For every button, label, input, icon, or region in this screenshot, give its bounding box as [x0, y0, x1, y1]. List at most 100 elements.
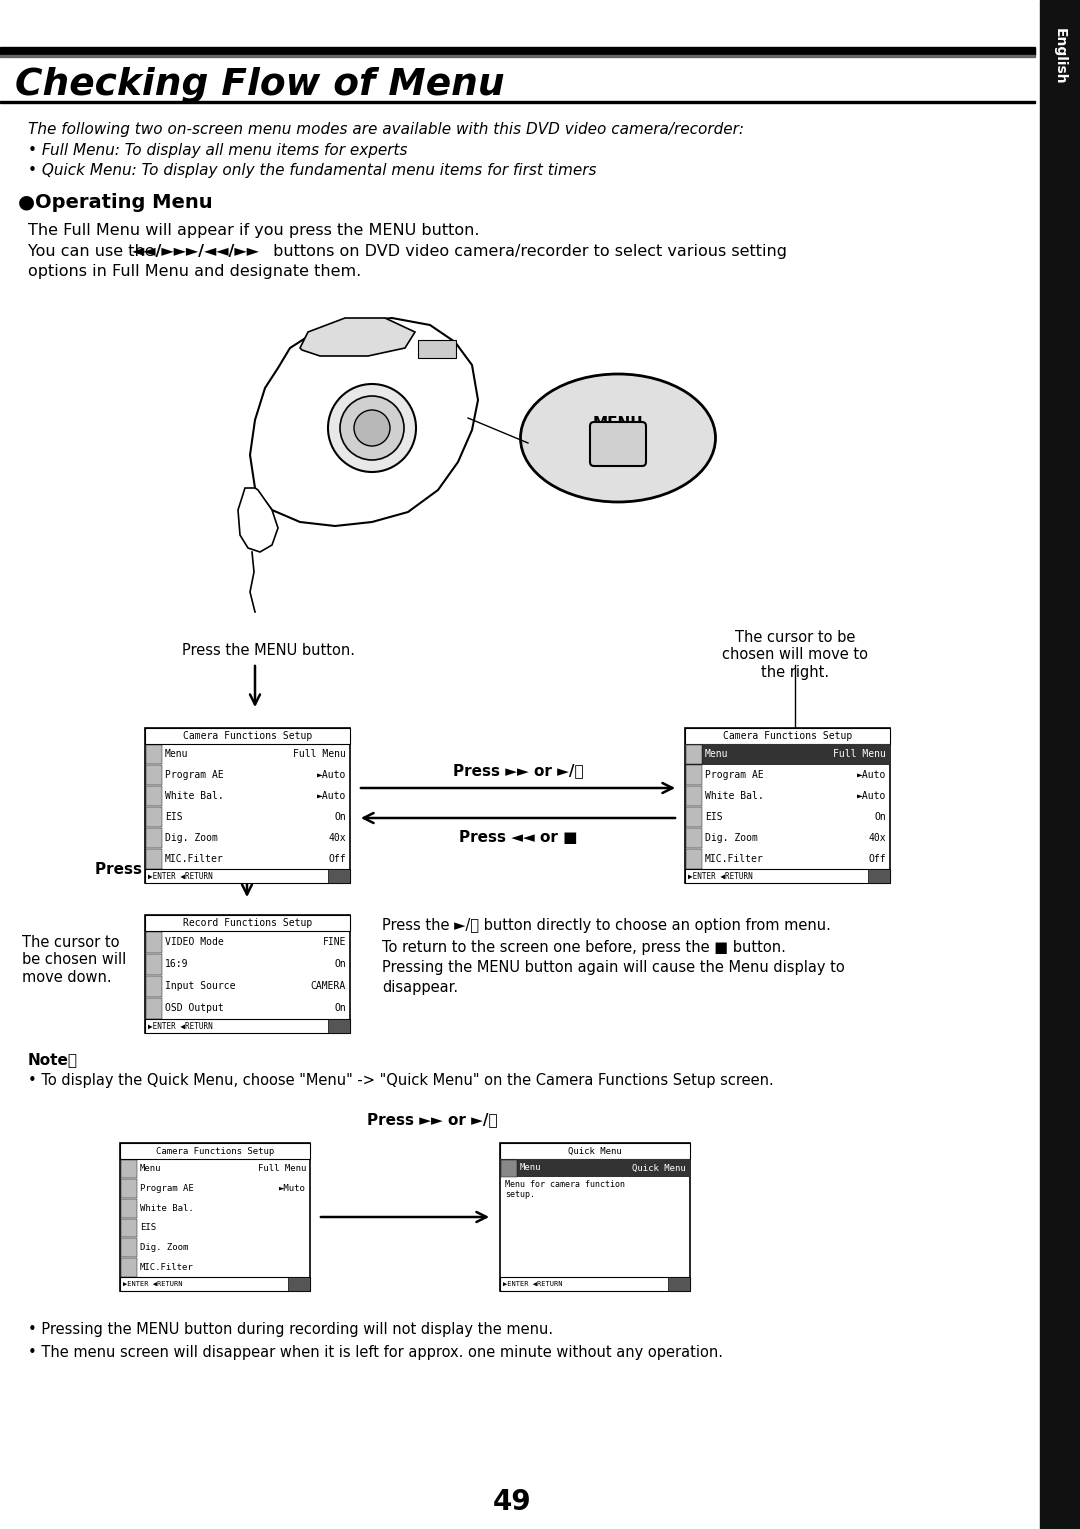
Bar: [146, 976, 162, 997]
Bar: [1040, 0, 1080, 1529]
Text: On: On: [874, 812, 886, 823]
Text: • Quick Menu: To display only the fundamental menu items for first timers: • Quick Menu: To display only the fundam…: [28, 164, 596, 177]
Bar: [146, 997, 162, 1018]
Text: English: English: [1053, 28, 1067, 84]
Circle shape: [328, 384, 416, 472]
Text: You can use the: You can use the: [28, 245, 160, 258]
Text: White Bal.: White Bal.: [165, 790, 224, 801]
Text: Camera Functions Setup: Camera Functions Setup: [156, 1147, 274, 1156]
Bar: [145, 914, 350, 931]
Text: buttons on DVD video camera/recorder to select various setting: buttons on DVD video camera/recorder to …: [268, 245, 787, 258]
Text: 40x: 40x: [868, 833, 886, 842]
Text: Full Menu: Full Menu: [293, 749, 346, 760]
Bar: [145, 868, 350, 884]
Text: On: On: [334, 812, 346, 823]
Text: Record Functions Setup: Record Functions Setup: [183, 917, 312, 928]
Bar: [121, 1159, 136, 1179]
Bar: [145, 1018, 350, 1034]
Bar: [120, 1144, 310, 1290]
Polygon shape: [300, 318, 415, 356]
Text: Menu for camera function
setup.: Menu for camera function setup.: [505, 1180, 625, 1199]
Bar: [146, 786, 162, 806]
Text: Dig. Zoom: Dig. Zoom: [705, 833, 758, 842]
Text: • Pressing the MENU button during recording will not display the menu.: • Pressing the MENU button during record…: [28, 1323, 553, 1336]
Bar: [685, 745, 890, 764]
Text: Quick Menu: Quick Menu: [632, 1164, 686, 1173]
Text: ►Auto: ►Auto: [316, 771, 346, 780]
Text: • Full Menu: To display all menu items for experts: • Full Menu: To display all menu items f…: [28, 144, 407, 157]
Text: Menu: Menu: [165, 749, 189, 760]
Bar: [500, 1159, 516, 1176]
Text: EIS: EIS: [140, 1223, 157, 1232]
Text: Press ►►►: Press ►►►: [95, 862, 183, 878]
Text: 16:9: 16:9: [165, 959, 189, 969]
Bar: [500, 1159, 690, 1177]
Text: ◄◄/►►►/◄◄/►►: ◄◄/►►►/◄◄/►►: [132, 245, 260, 258]
Text: White Bal.: White Bal.: [140, 1203, 193, 1212]
Text: EIS: EIS: [165, 812, 183, 823]
Text: 40x: 40x: [328, 833, 346, 842]
Bar: [146, 849, 162, 868]
Bar: [145, 914, 350, 1034]
Text: ▶ENTER ◀RETURN: ▶ENTER ◀RETURN: [123, 1281, 183, 1287]
Polygon shape: [238, 488, 278, 552]
Text: • The menu screen will disappear when it is left for approx. one minute without : • The menu screen will disappear when it…: [28, 1346, 723, 1359]
Bar: [146, 807, 162, 827]
Text: Press the ►/⏸ button directly to choose an option from menu.: Press the ►/⏸ button directly to choose …: [382, 917, 831, 933]
Text: Program AE: Program AE: [140, 1183, 193, 1193]
Text: 49: 49: [492, 1488, 531, 1515]
Bar: [418, 339, 456, 358]
Bar: [685, 728, 890, 745]
Bar: [686, 807, 702, 827]
Bar: [686, 827, 702, 847]
Bar: [120, 1144, 310, 1159]
Bar: [120, 1277, 310, 1290]
Text: Off: Off: [328, 853, 346, 864]
Text: ►Auto: ►Auto: [316, 790, 346, 801]
Text: On: On: [334, 959, 346, 969]
Text: Press the MENU button.: Press the MENU button.: [183, 644, 355, 657]
Bar: [0, 55, 1035, 57]
Text: MIC.Filter: MIC.Filter: [165, 853, 224, 864]
Ellipse shape: [521, 375, 715, 502]
Text: Program AE: Program AE: [705, 771, 764, 780]
Text: Camera Functions Setup: Camera Functions Setup: [723, 731, 852, 742]
Text: Press ◄◄ or ■: Press ◄◄ or ■: [459, 830, 577, 846]
Bar: [686, 766, 702, 786]
Bar: [686, 849, 702, 868]
Text: Dig. Zoom: Dig. Zoom: [140, 1243, 188, 1252]
Text: Dig. Zoom: Dig. Zoom: [165, 833, 218, 842]
Text: CAMERA: CAMERA: [311, 982, 346, 991]
Text: Note：: Note：: [28, 1052, 78, 1067]
Bar: [328, 1018, 350, 1034]
Bar: [868, 868, 890, 884]
Text: ▶ENTER ◀RETURN: ▶ENTER ◀RETURN: [148, 1021, 213, 1031]
Text: Menu: Menu: [140, 1164, 162, 1173]
Bar: [686, 745, 702, 764]
Text: VIDEO Mode: VIDEO Mode: [165, 937, 224, 946]
Text: OSD Output: OSD Output: [165, 1003, 224, 1014]
Bar: [121, 1219, 136, 1237]
Bar: [685, 868, 890, 884]
Text: Checking Flow of Menu: Checking Flow of Menu: [15, 67, 504, 102]
Text: White Bal.: White Bal.: [705, 790, 764, 801]
Circle shape: [354, 410, 390, 446]
Bar: [288, 1277, 310, 1290]
Text: ▶ENTER ◀RETURN: ▶ENTER ◀RETURN: [503, 1281, 563, 1287]
Text: ▶ENTER ◀RETURN: ▶ENTER ◀RETURN: [148, 872, 213, 881]
Text: Press ►► or ►/⏸: Press ►► or ►/⏸: [453, 763, 583, 778]
Bar: [0, 101, 1035, 102]
Bar: [146, 766, 162, 786]
Text: ▶ENTER ◀RETURN: ▶ENTER ◀RETURN: [688, 872, 753, 881]
Bar: [500, 1277, 690, 1290]
Text: The following two on-screen menu modes are available with this DVD video camera/: The following two on-screen menu modes a…: [28, 122, 744, 138]
Bar: [0, 47, 1035, 55]
Bar: [121, 1258, 136, 1277]
Text: FINE: FINE: [323, 937, 346, 946]
Bar: [121, 1199, 136, 1217]
Text: Input Source: Input Source: [165, 982, 235, 991]
Bar: [500, 1144, 690, 1290]
Bar: [685, 728, 890, 884]
Polygon shape: [249, 318, 478, 526]
Text: ►Muto: ►Muto: [279, 1183, 306, 1193]
